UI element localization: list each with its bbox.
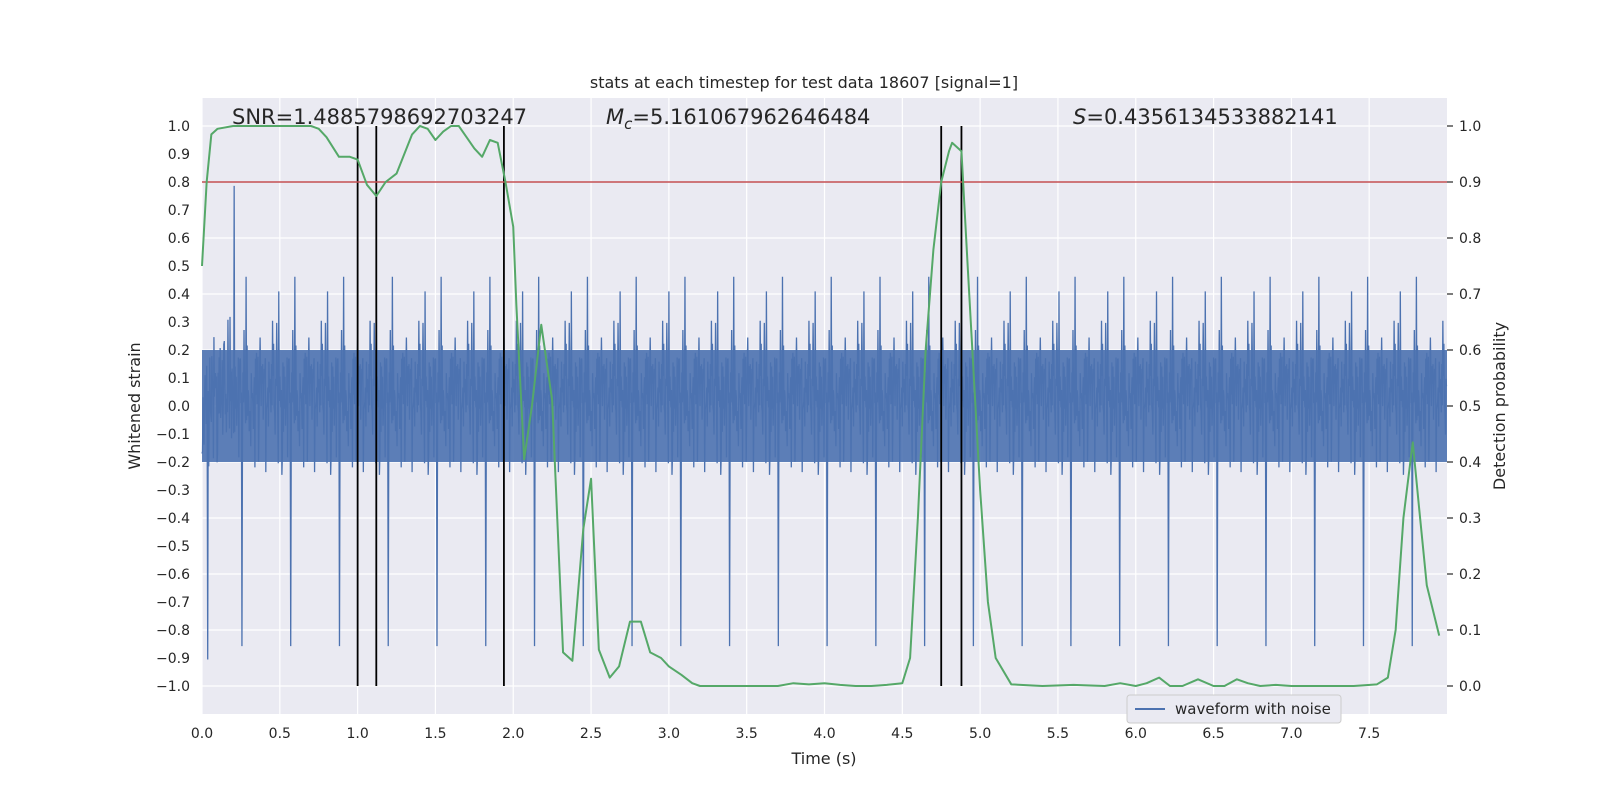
y-right-axis-label: Detection probability [1490, 322, 1509, 490]
x-tick-label: 6.0 [1125, 726, 1147, 742]
chirp-mass-value: =5.161067962646484 [632, 105, 870, 129]
y-right-tick-label: 0.8 [1459, 231, 1481, 247]
y-right-tick-label: 1.0 [1459, 119, 1481, 135]
y-left-tick-label: 0.1 [168, 371, 190, 387]
x-tick-label: 2.5 [580, 726, 602, 742]
y-left-tick-label: 0.6 [168, 231, 190, 247]
y-left-tick-label: 0.7 [168, 203, 190, 219]
s-symbol: S [1073, 105, 1086, 129]
x-tick-label: 3.0 [658, 726, 680, 742]
y-right-tick-label: 0.9 [1459, 175, 1481, 191]
y-left-tick-label: −0.3 [156, 483, 190, 499]
y-right-tick-label: 0.0 [1459, 679, 1481, 695]
series-waveform-with-noise [201, 185, 1448, 660]
x-tick-label: 2.0 [502, 726, 524, 742]
y-left-tick-label: 0.0 [168, 399, 190, 415]
y-left-tick-label: −0.7 [156, 595, 190, 611]
s-value: =0.4356134533882141 [1086, 105, 1337, 129]
x-tick-label: 7.5 [1358, 726, 1380, 742]
y-left-tick-label: 0.8 [168, 175, 190, 191]
waveform-core-band [202, 350, 1447, 462]
y-left-tick-label: −0.5 [156, 539, 190, 555]
x-tick-label: 1.5 [424, 726, 446, 742]
y-left-axis-label: Whitened strain [125, 342, 144, 469]
x-tick-label: 3.5 [736, 726, 758, 742]
y-left-tick-label: 0.9 [168, 147, 190, 163]
s-annotation: S=0.4356134533882141 [1073, 105, 1338, 129]
y-right-tick-label: 0.2 [1459, 567, 1481, 583]
vertical-markers [356, 126, 963, 686]
y-right-tick-label: 0.7 [1459, 287, 1481, 303]
chirp-mass-subscript: c [624, 115, 633, 133]
y-left-tick-label: −1.0 [156, 679, 190, 695]
y-left-tick-label: −0.8 [156, 623, 190, 639]
legend-entry-waveform: waveform with noise [1175, 700, 1331, 718]
x-tick-label: 0.5 [269, 726, 291, 742]
y-left-tick-label: −0.4 [156, 511, 190, 527]
x-tick-label: 4.0 [813, 726, 835, 742]
chart-title: stats at each timestep for test data 186… [590, 73, 1018, 92]
legend-box [1126, 694, 1342, 724]
y-left-tick-label: 0.4 [168, 287, 190, 303]
y-right-tick-label: 0.4 [1459, 455, 1481, 471]
detection-probability-line [201, 125, 1441, 687]
y-left-tick-label: −0.1 [156, 427, 190, 443]
y-right-tick-label: 0.6 [1459, 343, 1481, 359]
x-tick-label: 5.5 [1047, 726, 1069, 742]
x-tick-label: 5.0 [969, 726, 991, 742]
chirp-mass-symbol: M [606, 105, 624, 129]
snr-annotation: SNR=1.4885798692703247 [232, 105, 527, 129]
y-left-tick-label: 1.0 [168, 119, 190, 135]
y-left-axis-ticks: 1.0 0.9 0.8 0.7 0.6 0.5 0.4 0.3 0.2 0.1 0.0 −0.1 −0.… [156, 119, 190, 695]
series-detection-probability [201, 125, 1441, 687]
y-right-axis-ticks: 1.0 0.9 0.8 0.7 0.6 0.5 0.4 0.3 0.2 0.1 0.0 [1447, 119, 1481, 695]
y-left-tick-label: 0.3 [168, 315, 190, 331]
y-left-tick-label: −0.6 [156, 567, 190, 583]
y-left-tick-label: 0.2 [168, 343, 190, 359]
legend: waveform with noise [1126, 694, 1342, 724]
y-left-tick-label: 0.5 [168, 259, 190, 275]
x-tick-label: 0.0 [191, 726, 213, 742]
x-tick-label: 1.0 [346, 726, 368, 742]
chirp-mass-annotation: Mc=5.161067962646484 [606, 105, 870, 133]
x-axis-label: Time (s) [790, 749, 856, 768]
y-right-tick-label: 0.1 [1459, 623, 1481, 639]
x-tick-label: 7.0 [1280, 726, 1302, 742]
x-tick-label: 6.5 [1202, 726, 1224, 742]
x-tick-label: 4.5 [891, 726, 913, 742]
y-left-tick-label: −0.2 [156, 455, 190, 471]
y-right-tick-label: 0.3 [1459, 511, 1481, 527]
y-right-tick-label: 0.5 [1459, 399, 1481, 415]
x-axis-ticks: 0.0 0.5 1.0 1.5 2.0 2.5 3.0 3.5 4.0 4.5 5.0 5.5 6.0 6… [191, 726, 1380, 742]
y-left-tick-label: −0.9 [156, 651, 190, 667]
